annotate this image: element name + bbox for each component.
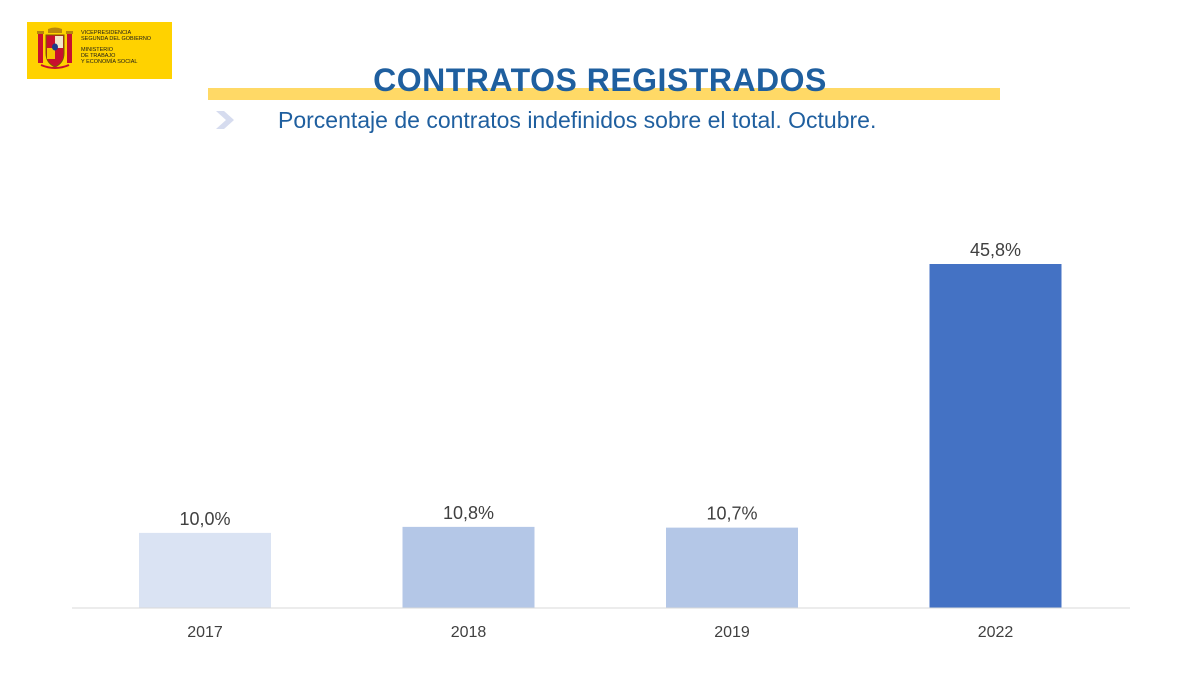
bar-2019 — [666, 527, 798, 608]
x-tick-label: 2017 — [187, 624, 223, 641]
x-tick-label: 2018 — [451, 624, 487, 641]
bar-2018 — [402, 526, 535, 608]
logo-line: Y ECONOMÍA SOCIAL — [81, 59, 138, 65]
logo-line: DE TRABAJO — [81, 53, 116, 59]
x-tick-label: 2019 — [714, 624, 750, 641]
page-title: CONTRATOS REGISTRADOS — [373, 62, 827, 98]
coat-of-arms-icon — [37, 27, 73, 69]
data-label: 45,8% — [970, 240, 1021, 260]
data-label: 10,7% — [706, 504, 757, 524]
data-label: 10,8% — [443, 503, 494, 523]
logo-line: MINISTERIO — [81, 47, 114, 53]
logo-line: SEGUNDA DEL GOBIERNO — [81, 36, 152, 42]
bar-2017 — [139, 532, 271, 608]
bar-2022 — [929, 264, 1062, 608]
ministry-logo: VICEPRESIDENCIA SEGUNDA DEL GOBIERNO MIN… — [27, 22, 172, 79]
data-label: 10,0% — [179, 509, 230, 529]
title-underline — [208, 88, 1000, 100]
chevron-right-icon — [216, 111, 234, 129]
chart-subtitle: Porcentaje de contratos indefinidos sobr… — [278, 107, 877, 133]
logo-line: VICEPRESIDENCIA — [81, 30, 132, 36]
x-tick-label: 2022 — [978, 624, 1014, 641]
